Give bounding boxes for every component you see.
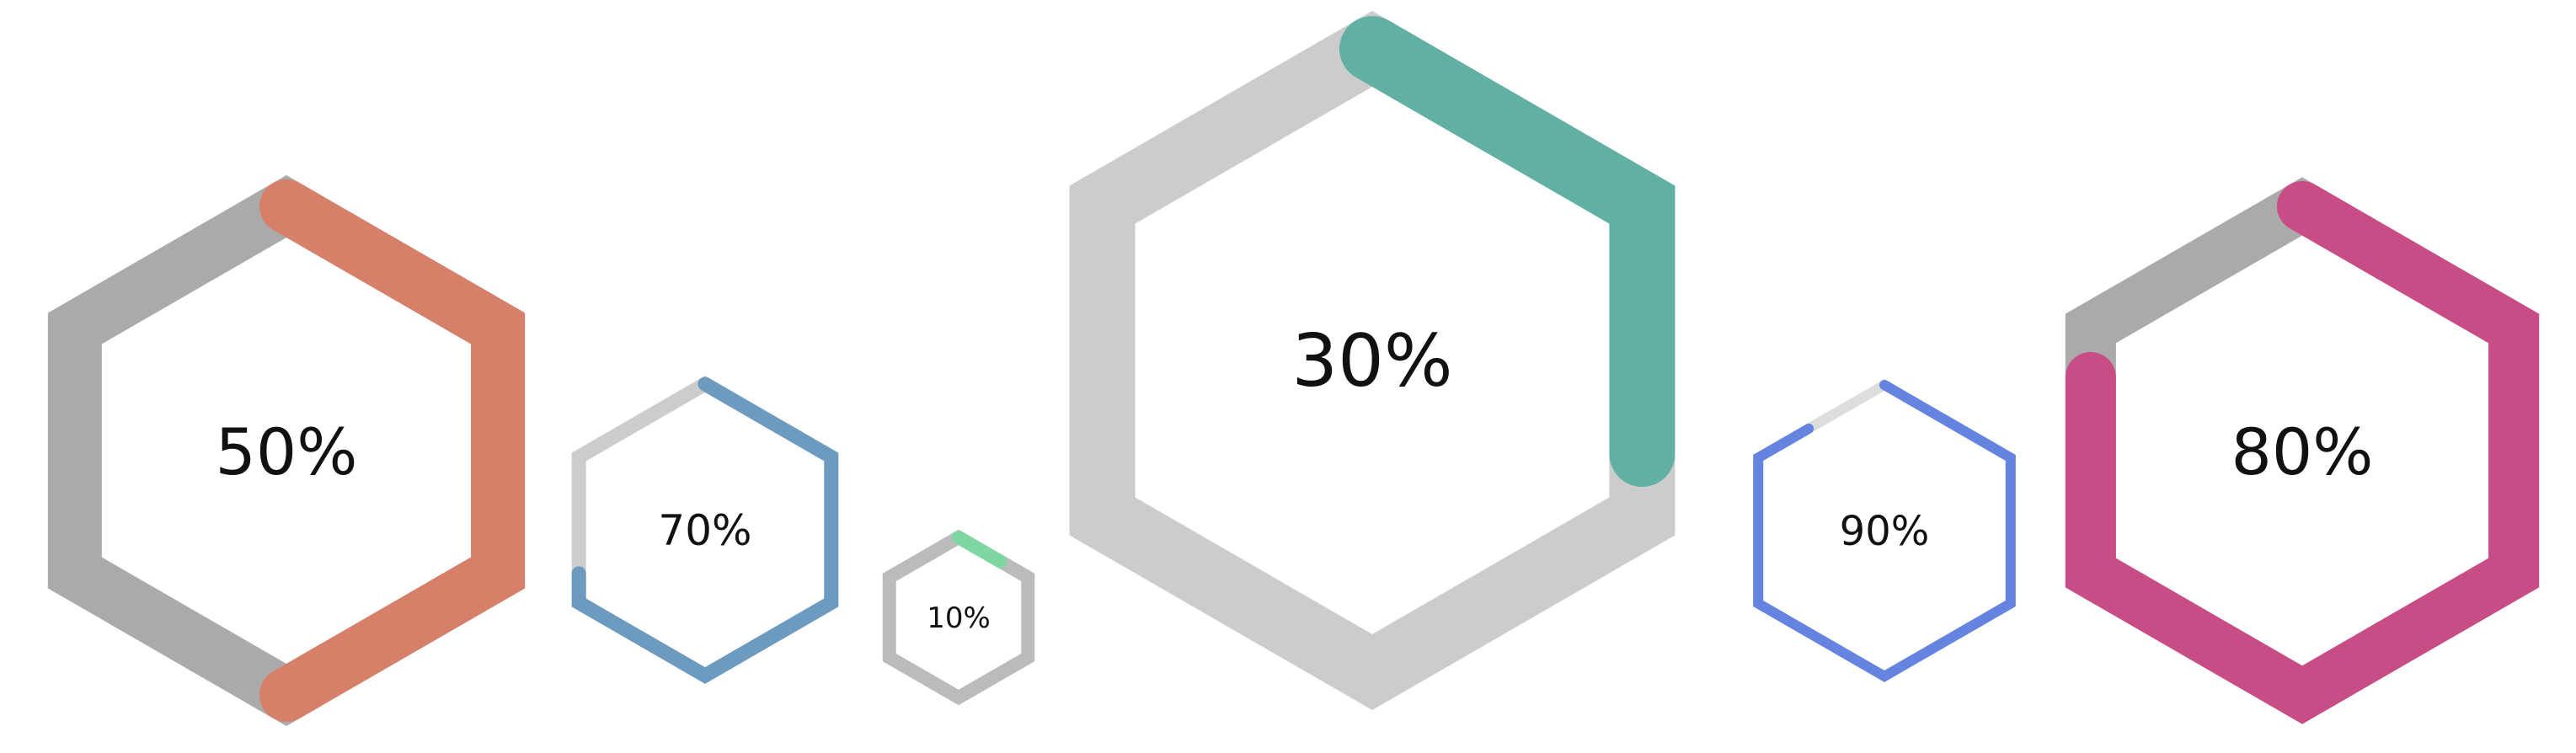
gauge-progress (1339, 16, 1675, 487)
hexagon-gauge: 10% (882, 529, 1035, 706)
gauge-progress (952, 531, 1007, 569)
gauge-percent-label: 50% (216, 414, 358, 489)
hexagon-gauge: 90% (1753, 379, 2016, 682)
hexagon-gauge: 50% (47, 175, 526, 726)
gauge-progress (259, 179, 526, 722)
hexagon-gauge: 30% (1069, 10, 1675, 711)
gauge-progress (1753, 380, 2016, 682)
gauge-progress (2065, 181, 2540, 724)
gauge-percent-label: 90% (1840, 508, 1930, 555)
gauge-track (882, 529, 1035, 706)
hexagon-gauge: 80% (2065, 177, 2540, 724)
gauge-percent-label: 70% (658, 506, 751, 555)
gauge-progress (571, 376, 839, 684)
hexagon-gauge: 70% (571, 376, 839, 684)
gauge-percent-label: 30% (1291, 319, 1452, 403)
gauge-percent-label: 80% (2231, 414, 2374, 489)
gauge-percent-label: 10% (927, 601, 991, 635)
